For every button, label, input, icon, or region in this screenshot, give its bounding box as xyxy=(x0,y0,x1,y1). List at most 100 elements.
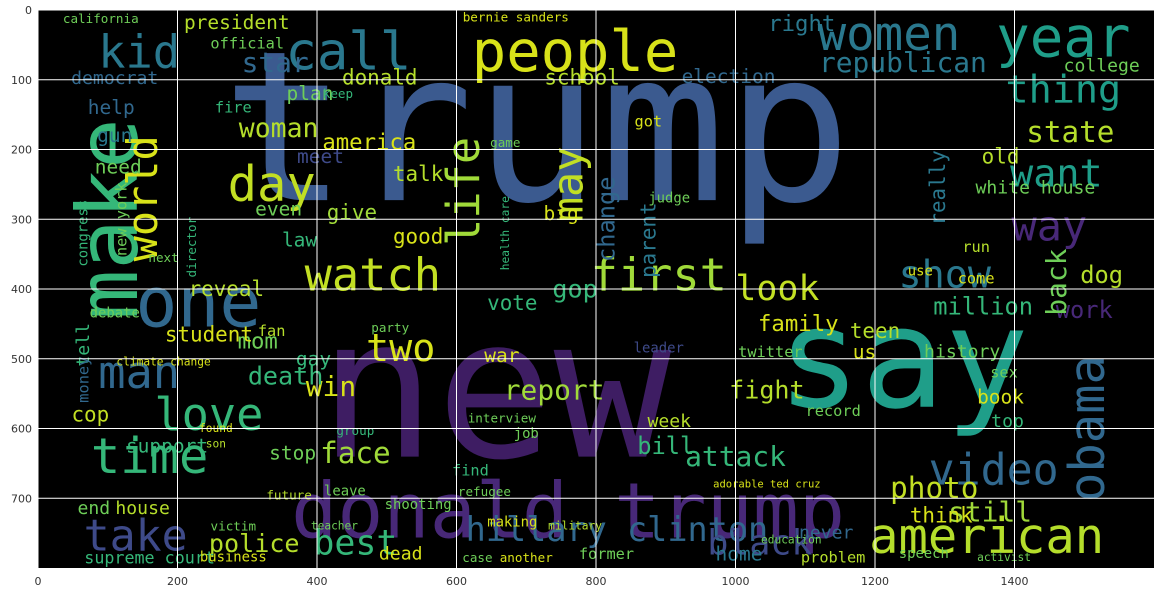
word-talk: talk xyxy=(393,162,444,186)
word-two: two xyxy=(366,326,435,371)
word-call: call xyxy=(285,21,411,82)
word-police: police xyxy=(209,529,300,558)
word-big: big xyxy=(544,202,579,225)
word-year: year xyxy=(996,5,1130,70)
word-history: history xyxy=(924,341,1000,362)
word-dead: dead xyxy=(379,544,423,565)
word-republican: republican xyxy=(819,46,987,79)
word-sex: sex xyxy=(990,364,1018,382)
word-right: right xyxy=(768,11,835,37)
x-tick-label: 1400 xyxy=(1001,575,1029,588)
y-tick-label: 700 xyxy=(11,492,32,505)
word-education: education xyxy=(761,534,822,547)
word-refugee: refugee xyxy=(458,484,511,499)
word-first: first xyxy=(591,249,727,302)
word-college: college xyxy=(1064,55,1140,76)
word-debate: debate xyxy=(90,305,140,321)
word-work: work xyxy=(1056,296,1113,324)
word-case: case xyxy=(462,550,492,565)
y-tick-label: 500 xyxy=(11,353,32,366)
word-give: give xyxy=(327,200,377,224)
word-military: military xyxy=(548,520,602,533)
word-war: war xyxy=(484,344,519,367)
word-donald: donald xyxy=(342,66,417,90)
word-meet: meet xyxy=(297,145,344,168)
word-judge: judge xyxy=(648,190,690,206)
word-day: day xyxy=(228,156,316,213)
word-even: even xyxy=(255,197,302,220)
word-leave: leave xyxy=(324,483,366,499)
word-run: run xyxy=(962,238,990,256)
word-state: state xyxy=(1026,115,1114,149)
word-may: may xyxy=(544,147,593,223)
word-congress: congress xyxy=(75,200,91,267)
x-tick-label: 200 xyxy=(167,575,188,588)
word-health-care: health care xyxy=(499,196,512,270)
word-next: next xyxy=(148,250,178,265)
word-use: use xyxy=(908,264,933,280)
word-election: election xyxy=(682,65,776,88)
word-victim: victim xyxy=(211,519,257,534)
word-america: america xyxy=(322,130,416,156)
x-tick-label: 400 xyxy=(307,575,328,588)
word-time: time xyxy=(91,428,209,485)
word-want: want xyxy=(1010,151,1102,196)
word-dog: dog xyxy=(1080,261,1123,289)
word-gun: gun xyxy=(97,124,132,147)
word-come: come xyxy=(958,270,995,288)
word-teacher: teacher xyxy=(311,520,358,533)
word-show: show xyxy=(899,253,992,298)
word-got: got xyxy=(634,113,662,131)
word-director: director xyxy=(184,216,199,277)
word-million: million xyxy=(933,292,1033,320)
word-home: home xyxy=(716,543,763,566)
word-business: business xyxy=(200,550,267,566)
word-video: video xyxy=(929,445,1059,495)
word-vote: vote xyxy=(487,291,537,315)
word-best: best xyxy=(313,524,397,564)
word-end: end xyxy=(77,498,110,519)
word-take: take xyxy=(84,512,188,562)
y-tick-label: 200 xyxy=(11,144,32,157)
word-tell: tell xyxy=(73,323,94,367)
word-interview: interview xyxy=(468,411,537,426)
word-problem: problem xyxy=(801,549,865,567)
word-keep: keep xyxy=(323,86,353,101)
word-really: really xyxy=(926,150,950,225)
word-trump: trump xyxy=(222,7,852,250)
word-american: american xyxy=(869,508,1104,565)
word-california: california xyxy=(63,11,139,26)
word-women: women xyxy=(818,7,961,62)
word-activist: activist xyxy=(977,551,1031,564)
word-fan: fan xyxy=(258,322,286,340)
x-axis: 0 200 400 600 800 1000 1200 1400 xyxy=(35,575,1029,588)
word-death: death xyxy=(248,362,324,391)
word-back: back xyxy=(1040,248,1073,315)
y-tick-label: 100 xyxy=(11,74,32,87)
word-good: good xyxy=(393,225,443,249)
word-world: world xyxy=(118,135,167,261)
word-kid: kid xyxy=(98,25,180,78)
word-student: student xyxy=(165,322,253,346)
word-thing: thing xyxy=(1006,68,1122,113)
word-find: find xyxy=(452,461,489,479)
word-life: life xyxy=(437,137,490,246)
word-people: people xyxy=(472,19,679,85)
word-one: one xyxy=(135,262,261,343)
x-tick-label: 600 xyxy=(446,575,467,588)
word-twitter: twitter xyxy=(738,343,802,361)
word-photo: photo xyxy=(890,471,978,505)
word-shooting: shooting xyxy=(385,497,452,513)
word-book: book xyxy=(977,386,1024,409)
x-tick-label: 1000 xyxy=(722,575,750,588)
word-game: game xyxy=(490,135,520,150)
x-tick-label: 1200 xyxy=(861,575,889,588)
word-speech: speech xyxy=(899,546,949,562)
word-law: law xyxy=(282,229,317,252)
word-cop: cop xyxy=(71,403,109,427)
word-former: former xyxy=(579,545,634,563)
word-plan: plan xyxy=(287,82,334,105)
word-money: money xyxy=(74,357,92,403)
